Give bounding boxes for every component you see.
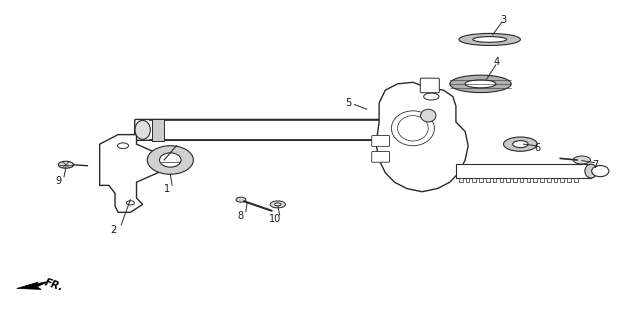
FancyBboxPatch shape bbox=[420, 78, 439, 93]
Ellipse shape bbox=[421, 109, 436, 122]
Polygon shape bbox=[100, 135, 158, 212]
Ellipse shape bbox=[424, 93, 439, 100]
Ellipse shape bbox=[135, 120, 151, 140]
Bar bbox=[547, 178, 550, 182]
Ellipse shape bbox=[573, 156, 590, 164]
Bar bbox=[574, 178, 578, 182]
Text: 3: 3 bbox=[501, 15, 507, 25]
Bar bbox=[486, 178, 490, 182]
Bar bbox=[500, 178, 503, 182]
Ellipse shape bbox=[270, 201, 286, 208]
Text: 7: 7 bbox=[592, 160, 598, 170]
Ellipse shape bbox=[450, 75, 511, 92]
Ellipse shape bbox=[275, 203, 281, 206]
Bar bbox=[520, 178, 523, 182]
FancyBboxPatch shape bbox=[152, 119, 164, 141]
Bar bbox=[459, 178, 463, 182]
FancyBboxPatch shape bbox=[456, 164, 591, 178]
Ellipse shape bbox=[592, 165, 609, 177]
Ellipse shape bbox=[58, 161, 73, 168]
Ellipse shape bbox=[473, 36, 507, 42]
Ellipse shape bbox=[513, 141, 528, 148]
FancyBboxPatch shape bbox=[135, 119, 390, 140]
Text: 5: 5 bbox=[346, 98, 352, 108]
Bar bbox=[540, 178, 544, 182]
Text: 2: 2 bbox=[110, 225, 117, 236]
Bar bbox=[526, 178, 530, 182]
Text: 4: 4 bbox=[494, 57, 500, 67]
Ellipse shape bbox=[126, 201, 135, 205]
Bar bbox=[567, 178, 571, 182]
Text: 10: 10 bbox=[268, 214, 281, 224]
Bar bbox=[466, 178, 470, 182]
Bar bbox=[493, 178, 497, 182]
Bar bbox=[533, 178, 537, 182]
Text: 6: 6 bbox=[534, 143, 540, 153]
Text: FR.: FR. bbox=[43, 277, 65, 292]
Ellipse shape bbox=[160, 153, 181, 167]
Polygon shape bbox=[376, 82, 468, 192]
FancyBboxPatch shape bbox=[372, 136, 389, 146]
Bar bbox=[479, 178, 483, 182]
Bar bbox=[473, 178, 476, 182]
Bar bbox=[560, 178, 564, 182]
Bar bbox=[507, 178, 510, 182]
Text: 1: 1 bbox=[164, 184, 170, 194]
Ellipse shape bbox=[465, 80, 496, 88]
Ellipse shape bbox=[147, 146, 193, 174]
Ellipse shape bbox=[585, 164, 597, 178]
Polygon shape bbox=[17, 281, 49, 289]
Text: 8: 8 bbox=[238, 212, 244, 221]
FancyBboxPatch shape bbox=[372, 151, 389, 162]
Text: 9: 9 bbox=[56, 176, 62, 186]
Bar bbox=[513, 178, 516, 182]
Ellipse shape bbox=[503, 137, 537, 151]
Ellipse shape bbox=[459, 33, 520, 45]
Ellipse shape bbox=[117, 143, 128, 148]
Ellipse shape bbox=[236, 197, 246, 202]
Bar bbox=[553, 178, 557, 182]
